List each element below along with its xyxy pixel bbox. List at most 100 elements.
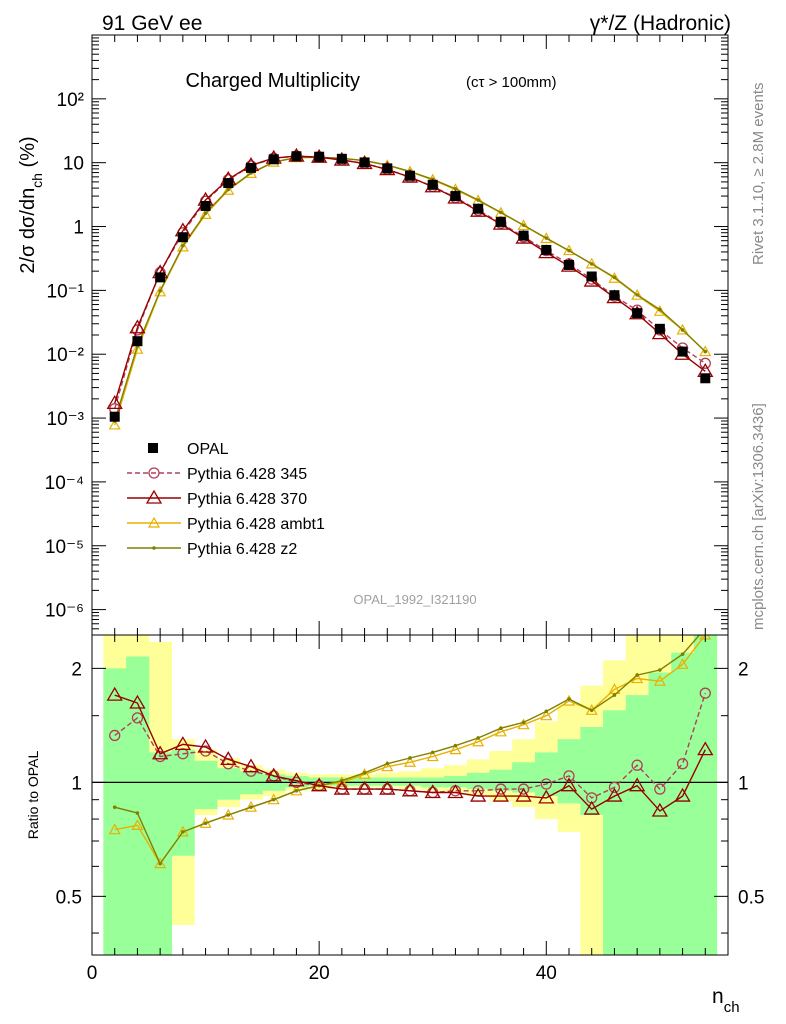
x-axis-label: nch (712, 985, 740, 1016)
green-band-bin (148, 752, 172, 955)
data-point (631, 288, 644, 300)
data-point (470, 787, 487, 802)
green-band-bin (693, 635, 718, 955)
x-tick-label: 40 (536, 963, 557, 984)
ratio-series-3 (112, 635, 701, 866)
data-point (405, 170, 415, 181)
main-y-tick-label: 10⁻¹ (47, 281, 85, 302)
data-point (564, 259, 574, 270)
data-point (517, 718, 530, 730)
data-point (699, 357, 711, 369)
data-point (567, 248, 571, 253)
data-point (129, 319, 146, 334)
data-point (653, 305, 666, 316)
green-band-bin (512, 762, 536, 793)
legend-label: Pythia 6.428 ambt1 (187, 516, 325, 533)
data-point (674, 787, 691, 802)
data-point (381, 760, 394, 772)
chart-title: Charged Multiplicity (185, 70, 360, 92)
data-point (426, 750, 439, 762)
green-band-bin (466, 772, 490, 790)
legend: OPAL Pythia 6.428 345 Pythia 6.428 370 Pyth… (127, 441, 325, 558)
mcplots-credit: mcplots.cern.ch [arXiv:1306.3436] (750, 403, 767, 630)
ratio-y-tick-label-right: 0.5 (738, 887, 764, 908)
data-point (385, 761, 390, 766)
green-band-bin (534, 752, 559, 797)
ratio-y-tick-label-right: 2 (738, 659, 749, 680)
data-point (379, 780, 396, 795)
ratio-y-tick-label: 1 (71, 773, 82, 794)
data-point (680, 328, 685, 332)
data-point (680, 652, 685, 657)
data-point (517, 783, 530, 795)
legend-label: OPAL (187, 441, 229, 458)
data-point (147, 516, 161, 528)
green-band-bin (603, 710, 627, 955)
main-y-tick-label: 10⁻⁵ (45, 537, 84, 558)
data-point (449, 743, 462, 755)
axes-layer: 10⁻⁶ 10⁻⁵ 10⁻⁴ 10⁻³ 10⁻² 10⁻¹ 1 10 10² 0 20 40 0.5 0.… (45, 34, 764, 984)
data-point (311, 777, 328, 792)
green-band-bin (126, 656, 150, 955)
main-y-tick-label: 10⁻² (47, 345, 85, 366)
data-point (473, 203, 484, 214)
data-point (265, 767, 282, 782)
data-point (154, 857, 167, 869)
data-point (476, 198, 480, 202)
data-point (499, 210, 503, 215)
data-point (148, 443, 158, 453)
data-point (181, 243, 185, 248)
main-y-tick-label: 10⁻³ (47, 409, 85, 430)
data-point (540, 778, 552, 790)
data-point (203, 821, 208, 826)
data-point (521, 720, 526, 725)
data-point (181, 830, 185, 834)
data-point (450, 191, 461, 202)
data-point (382, 163, 393, 174)
ratio-y-axis-label: Ratio to OPAL (25, 751, 41, 840)
data-point (609, 290, 620, 301)
data-point (515, 787, 532, 802)
data-point (583, 800, 600, 815)
data-point (495, 216, 506, 227)
ratio-series-layer (106, 635, 714, 869)
green-band-bin (625, 695, 649, 955)
data-point (677, 346, 688, 357)
data-point (544, 236, 549, 240)
data-point (612, 275, 617, 280)
data-point (586, 271, 597, 282)
data-point (517, 219, 530, 231)
green-band-bin (285, 775, 309, 788)
data-point (544, 709, 549, 714)
data-point (585, 257, 598, 269)
header-right-label: γ*/Z (Hadronic) (590, 12, 731, 35)
data-point (246, 162, 256, 173)
data-point (658, 307, 662, 312)
data-point (158, 861, 162, 866)
data-point (109, 729, 121, 742)
data-point (336, 153, 347, 164)
green-band-bin (671, 652, 695, 955)
data-point (453, 186, 458, 191)
data-point (676, 658, 689, 669)
data-point (112, 805, 117, 809)
legend-entry: Pythia 6.428 z2 (127, 541, 297, 558)
data-point (495, 783, 507, 795)
x-tick-label: 20 (309, 963, 330, 984)
data-point (538, 789, 555, 804)
series-4 (112, 155, 708, 423)
data-point (562, 244, 576, 256)
data-point (288, 772, 305, 787)
data-point (635, 673, 639, 677)
legend-label: Pythia 6.428 z2 (187, 541, 297, 558)
legend-entry: OPAL (148, 441, 229, 458)
data-point (294, 788, 299, 793)
data-point (676, 323, 689, 335)
data-point (540, 709, 553, 721)
data-point (403, 756, 417, 767)
data-point (541, 244, 552, 255)
data-point (158, 289, 162, 293)
chart-title-note: (cτ > 100mm) (466, 74, 557, 91)
data-point (223, 178, 234, 189)
data-point (199, 745, 212, 757)
